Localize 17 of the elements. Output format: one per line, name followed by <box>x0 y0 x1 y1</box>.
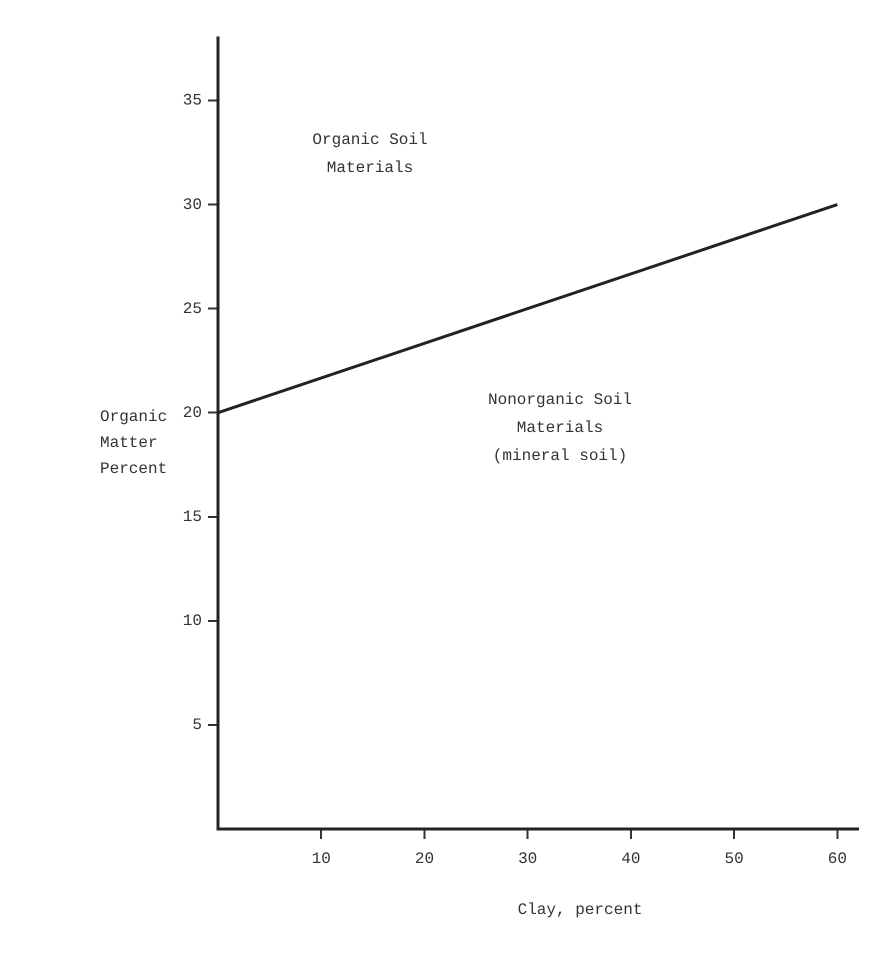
x-tick-label: 10 <box>312 850 331 868</box>
y-tick-label: 5 <box>192 716 202 734</box>
y-tick-label: 10 <box>182 612 202 630</box>
x-axis-title: Clay, percent <box>518 901 642 920</box>
x-tick-label: 30 <box>518 850 538 868</box>
y-tick-label: 35 <box>182 92 202 110</box>
y-axis-title: Organic Matter Percent <box>100 408 168 478</box>
y-tick-label: 20 <box>182 404 202 422</box>
annotation: Nonorganic Soil Materials (mineral soil) <box>488 391 632 466</box>
x-tick-label: 40 <box>621 850 641 868</box>
y-tick-label: 15 <box>182 508 202 526</box>
x-tick-label: 50 <box>724 850 744 868</box>
x-tick-label: 60 <box>828 850 847 868</box>
x-tick-label: 20 <box>414 850 434 868</box>
y-tick-label: 30 <box>182 196 202 214</box>
y-tick-label: 25 <box>182 300 202 318</box>
annotation: Organic Soil Materials <box>312 131 428 178</box>
